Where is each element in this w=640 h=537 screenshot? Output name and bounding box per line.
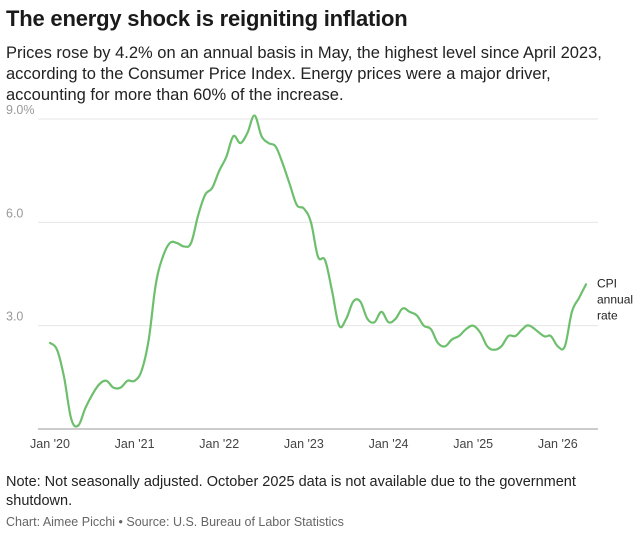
- series-label: rate: [597, 308, 618, 322]
- grid-lines: [38, 118, 598, 430]
- y-tick-label: 9.0%: [6, 103, 35, 117]
- y-tick-label: 3.0: [6, 310, 23, 324]
- y-axis-ticks: 3.0 6.0 9.0%: [6, 103, 35, 324]
- series-label: CPI: [597, 276, 617, 290]
- x-tick-label: Jan '23: [284, 437, 324, 451]
- y-tick-label: 6.0: [6, 206, 23, 220]
- x-tick-label: Jan '26: [538, 437, 578, 451]
- chart-note: Note: Not seasonally adjusted. October 2…: [6, 474, 576, 509]
- series-layer: [48, 114, 588, 428]
- x-tick-label: Jan '25: [453, 437, 493, 451]
- x-tick-label: Jan '21: [115, 437, 155, 451]
- series-label: annual: [597, 292, 633, 306]
- series-label-group: CPI annual rate: [597, 276, 633, 322]
- chart-subtitle: Prices rose by 4.2% on an annual basis i…: [6, 44, 602, 104]
- x-axis-ticks: Jan '20 Jan '21 Jan '22 Jan '23 Jan '24 Jan '…: [30, 437, 578, 451]
- x-tick-label: Jan '24: [369, 437, 409, 451]
- x-tick-label: Jan '22: [199, 437, 239, 451]
- line-chart: 3.06.09.0% Jan '20 Jan '21 Jan '22 Jan '23 J…: [6, 103, 633, 451]
- chart-credit: Chart: Aimee Picchi • Source: U.S. Burea…: [6, 515, 344, 529]
- chart-title: The energy shock is reigniting inflation: [6, 6, 408, 31]
- series-line-cpi: [48, 114, 588, 428]
- x-tick-label: Jan '20: [30, 437, 70, 451]
